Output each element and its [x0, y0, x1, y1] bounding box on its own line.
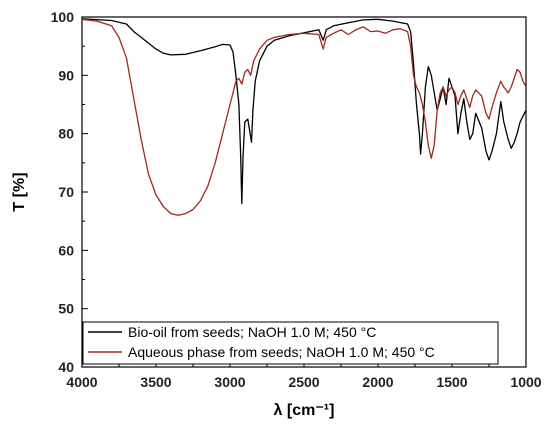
y-axis-ticks: 40 50 60 70 80 90 100	[51, 9, 88, 375]
legend-label-aqueous: Aqueous phase from seeds; NaOH 1.0 M; 45…	[128, 344, 435, 360]
y-tick-label: 40	[58, 359, 74, 375]
x-tick-label: 1500	[436, 374, 467, 390]
legend: Bio-oil from seeds; NaOH 1.0 M; 450 °C A…	[82, 321, 499, 365]
x-tick-label: 1000	[510, 374, 541, 390]
x-tick-label: 4000	[66, 374, 97, 390]
x-axis-ticks: 4000 3500 3000 2500 2000 1500 1000	[66, 361, 542, 390]
y-tick-label: 70	[58, 184, 74, 200]
y-axis-title: T [%]	[11, 172, 28, 211]
y-tick-label: 100	[51, 9, 75, 25]
y-tick-label: 90	[58, 67, 74, 83]
series-layer	[81, 18, 527, 216]
y-tick-label: 80	[58, 126, 74, 142]
series-line-bio-oil	[81, 18, 527, 205]
x-axis-title: λ [cm⁻¹]	[274, 402, 335, 419]
plot-frame	[81, 16, 527, 368]
x-tick-label: 2000	[362, 374, 393, 390]
series-line-aqueous	[81, 18, 527, 216]
legend-box	[82, 321, 499, 365]
x-tick-label: 3000	[214, 374, 245, 390]
legend-label-bio-oil: Bio-oil from seeds; NaOH 1.0 M; 450 °C	[128, 324, 376, 340]
x-tick-label: 2500	[288, 374, 319, 390]
y-tick-label: 50	[58, 301, 74, 317]
x-tick-label: 3500	[140, 374, 171, 390]
y-tick-label: 60	[58, 242, 74, 258]
